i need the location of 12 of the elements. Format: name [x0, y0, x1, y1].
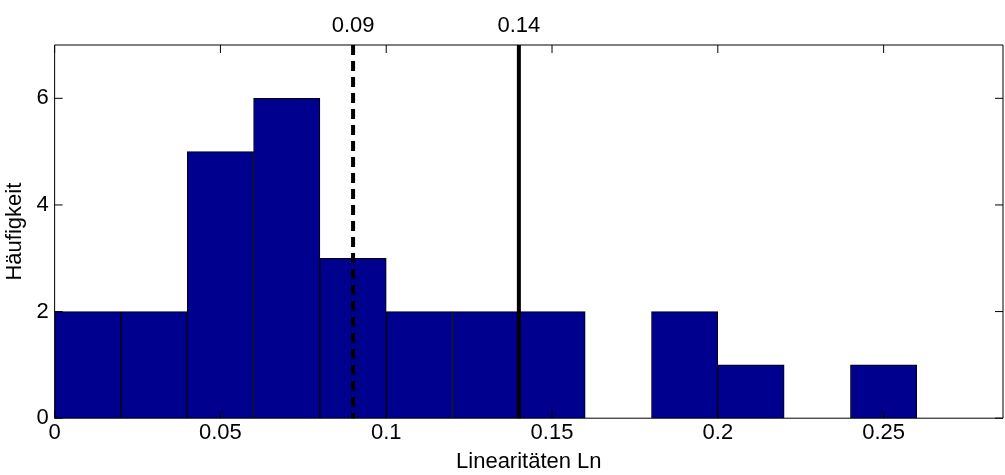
- x-tick-label: 0.15: [530, 419, 574, 445]
- x-tick-label: 0.05: [199, 419, 242, 445]
- x-tick-label: 0.25: [862, 419, 906, 445]
- y-tick-label: 4: [36, 191, 49, 217]
- ref-line-label: 0.09: [331, 12, 375, 38]
- x-axis-title: Linearitäten Ln: [456, 447, 602, 473]
- y-axis-title: Häufigkeit: [1, 182, 27, 281]
- y-tick-label: 2: [36, 297, 49, 323]
- y-tick-label: 6: [36, 84, 49, 110]
- x-tick-label: 0.1: [370, 419, 402, 445]
- ref-line-label: 0.14: [497, 12, 541, 38]
- x-tick-label: 0.2: [702, 419, 734, 445]
